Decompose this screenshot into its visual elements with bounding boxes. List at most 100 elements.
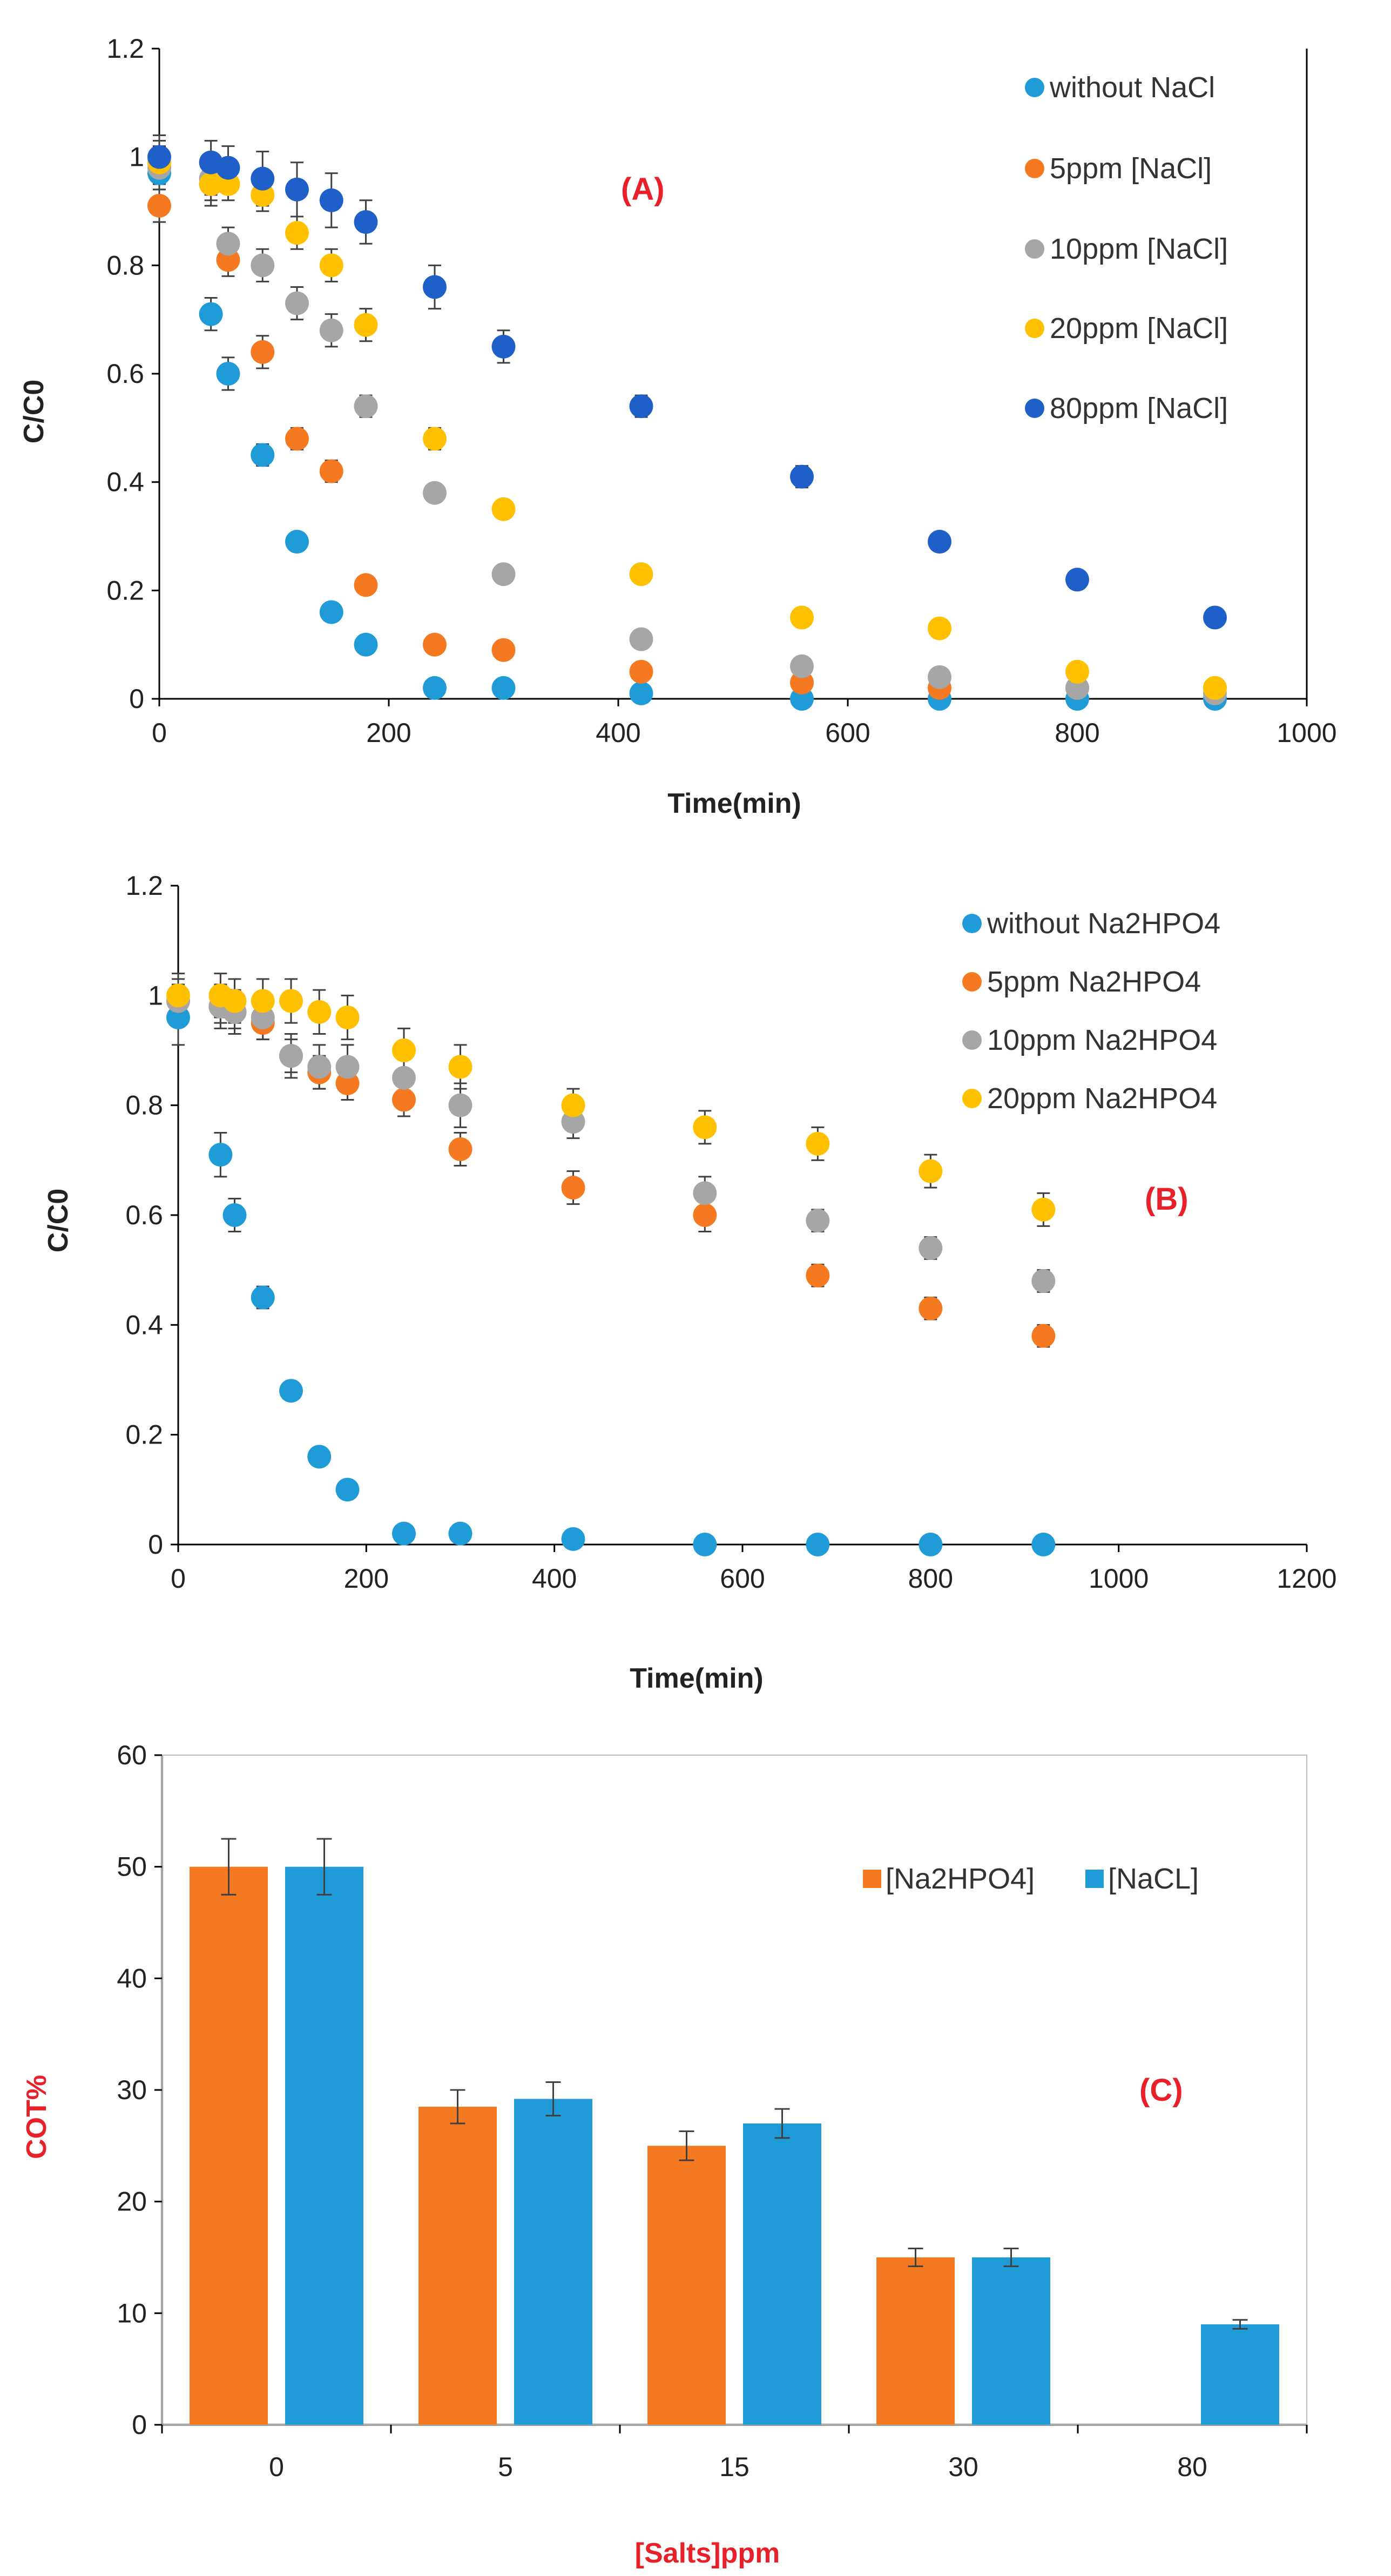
panel-c-chart: 0 10 20 30 40 50 60 0 5 15 30 80 [Salts]ppm COT% (C… <box>21 1740 1308 2569</box>
panel-c-bar-na2hpo4 <box>190 1866 268 2425</box>
panel-a-point-10ppm-nacl <box>423 481 447 505</box>
panel-a-x-tick-label: 0 <box>152 718 167 748</box>
panel-b-point-without-na2hpo4 <box>448 1521 472 1546</box>
panel-b-point-without-na2hpo4 <box>806 1533 830 1556</box>
panel-b-x-tick-label: 600 <box>720 1563 765 1594</box>
panel-c-x-tick-label: 0 <box>269 2452 284 2482</box>
panel-c-y-tick-label: 0 <box>132 2410 147 2440</box>
legend-marker-20ppm-nacl <box>1025 319 1044 338</box>
panel-a-point-20ppm-nacl <box>354 313 378 337</box>
panel-c-bar-nacl <box>1201 2324 1279 2425</box>
panel-a-y-axis-title: C/C0 <box>18 380 50 443</box>
panel-c-error-bars <box>221 1838 1248 2330</box>
panel-b-y-tick-label: 0.2 <box>125 1420 163 1450</box>
panel-b-point-10ppm-na2hpo4 <box>279 1044 303 1068</box>
panel-b-x-tick-label: 1000 <box>1089 1563 1149 1594</box>
panel-b-chart: 0 0.2 0.4 0.6 0.8 1 1.2 0 200 400 600 800 1000 1200 T… <box>43 871 1337 1694</box>
panel-a-point-10ppm-nacl <box>319 318 343 342</box>
panel-a-point-10ppm-nacl <box>491 562 516 586</box>
panel-b-point-5ppm-na2hpo4 <box>335 1071 360 1095</box>
panel-a-point-5ppm-nacl <box>423 632 447 657</box>
panel-a-point-80ppm-nacl <box>491 334 516 359</box>
panel-b-point-without-na2hpo4 <box>392 1521 416 1546</box>
panel-b-point-without-na2hpo4 <box>693 1533 717 1556</box>
panel-b-point-10ppm-na2hpo4 <box>448 1093 472 1117</box>
panel-c-bar-na2hpo4 <box>876 2257 955 2425</box>
panel-a-y-tick-label: 1 <box>129 142 144 172</box>
panel-a-point-10ppm-nacl <box>354 394 378 419</box>
panel-b-point-5ppm-na2hpo4 <box>919 1296 943 1320</box>
panel-a-x-tick-label: 800 <box>1055 718 1099 748</box>
panel-b-point-without-na2hpo4 <box>307 1445 332 1469</box>
panel-a-point-80ppm-nacl <box>216 156 240 180</box>
panel-a-point-5ppm-nacl <box>629 659 653 684</box>
panel-a-point-5ppm-nacl <box>285 427 309 451</box>
panel-c-bars <box>190 1866 1279 2425</box>
legend-marker-10ppm-na2hpo4 <box>962 1030 982 1050</box>
legend-label-na2hpo4: [Na2HPO4] <box>886 1863 1035 1895</box>
panel-a-point-10ppm-nacl <box>285 291 309 315</box>
panel-a-y-tick-label: 1.2 <box>106 33 144 64</box>
panel-a-x-tick-label: 600 <box>825 718 870 748</box>
panel-a-point-without-nacl <box>285 530 309 554</box>
panel-a-point-10ppm-nacl <box>928 665 951 689</box>
panel-b-x-tick-label: 0 <box>171 1563 186 1594</box>
panel-a-point-80ppm-nacl <box>1203 605 1227 630</box>
panel-a-point-20ppm-nacl <box>423 427 447 451</box>
panel-b-point-20ppm-na2hpo4 <box>335 1006 360 1029</box>
panel-a-point-10ppm-nacl <box>251 253 275 278</box>
panel-b-point-10ppm-na2hpo4 <box>919 1236 943 1260</box>
panel-c-x-tick-label: 30 <box>948 2452 978 2482</box>
panel-b-point-10ppm-na2hpo4 <box>335 1055 360 1079</box>
panel-c-bar-nacl <box>514 2099 592 2425</box>
panel-a-point-without-nacl <box>423 676 447 700</box>
panel-b-point-without-na2hpo4 <box>1031 1533 1056 1556</box>
panel-b-point-without-na2hpo4 <box>251 1285 275 1310</box>
panel-c-y-axis-title: COT% <box>21 2075 52 2159</box>
panel-b-point-5ppm-na2hpo4 <box>392 1088 416 1112</box>
panel-b-point-without-na2hpo4 <box>561 1527 585 1551</box>
panel-b-y-tick-label: 0.6 <box>125 1200 163 1230</box>
panel-b-point-5ppm-na2hpo4 <box>561 1176 585 1200</box>
panel-c-bar-nacl <box>285 1866 363 2425</box>
legend-marker-5ppm-na2hpo4 <box>962 972 982 992</box>
panel-a-point-20ppm-nacl <box>1065 659 1089 684</box>
panel-b-point-5ppm-na2hpo4 <box>806 1263 830 1287</box>
panel-a-point-80ppm-nacl <box>147 145 171 169</box>
panel-c-x-axis-title: [Salts]ppm <box>635 2538 780 2569</box>
panel-c-bar-nacl <box>972 2257 1050 2425</box>
panel-b-annotation: (B) <box>1145 1182 1189 1217</box>
panel-a-point-5ppm-nacl <box>216 248 240 272</box>
panel-c-annotation: (C) <box>1139 2073 1183 2108</box>
panel-c-y-tick-label: 20 <box>117 2187 147 2217</box>
panel-a-point-5ppm-nacl <box>251 340 275 364</box>
panel-b-point-20ppm-na2hpo4 <box>307 1000 332 1024</box>
panel-a-y-tick-label: 0 <box>129 684 144 714</box>
panel-a-point-80ppm-nacl <box>790 464 814 489</box>
panel-c-legend: [Na2HPO4] [NaCL] <box>863 1863 1199 1895</box>
panel-b-legend: without Na2HPO4 5ppm Na2HPO4 10ppm Na2HP… <box>962 907 1220 1115</box>
panel-b-point-20ppm-na2hpo4 <box>166 983 190 1008</box>
panel-a-point-20ppm-nacl <box>629 562 653 586</box>
panel-c-bar-na2hpo4 <box>647 2146 726 2425</box>
panel-a-point-20ppm-nacl <box>928 616 951 640</box>
panel-c-y-tick-label: 10 <box>117 2298 147 2328</box>
panel-a-point-20ppm-nacl <box>199 172 223 196</box>
panel-b-y-tick-label: 0 <box>148 1529 163 1560</box>
panel-b-point-20ppm-na2hpo4 <box>251 989 275 1013</box>
panel-b-point-without-na2hpo4 <box>335 1478 360 1502</box>
panel-a-x-tick-label: 400 <box>596 718 640 748</box>
legend-marker-5ppm-nacl <box>1025 159 1044 178</box>
legend-label-5ppm-nacl: 5ppm [NaCl] <box>1050 152 1212 185</box>
panel-a-point-5ppm-nacl <box>354 573 378 597</box>
panel-b-x-axis-title: Time(min) <box>630 1663 764 1694</box>
panel-b-point-without-na2hpo4 <box>279 1379 303 1403</box>
panel-c-x-tick-label: 5 <box>498 2452 513 2482</box>
panel-b-point-without-na2hpo4 <box>222 1203 247 1227</box>
legend-swatch-na2hpo4 <box>863 1870 881 1888</box>
panel-a-point-80ppm-nacl <box>319 188 343 212</box>
panel-a-y-tick-label: 0.8 <box>106 250 144 280</box>
panel-b-point-10ppm-na2hpo4 <box>307 1055 332 1079</box>
panel-b-point-10ppm-na2hpo4 <box>561 1110 585 1134</box>
panel-b-point-5ppm-na2hpo4 <box>1031 1324 1056 1348</box>
